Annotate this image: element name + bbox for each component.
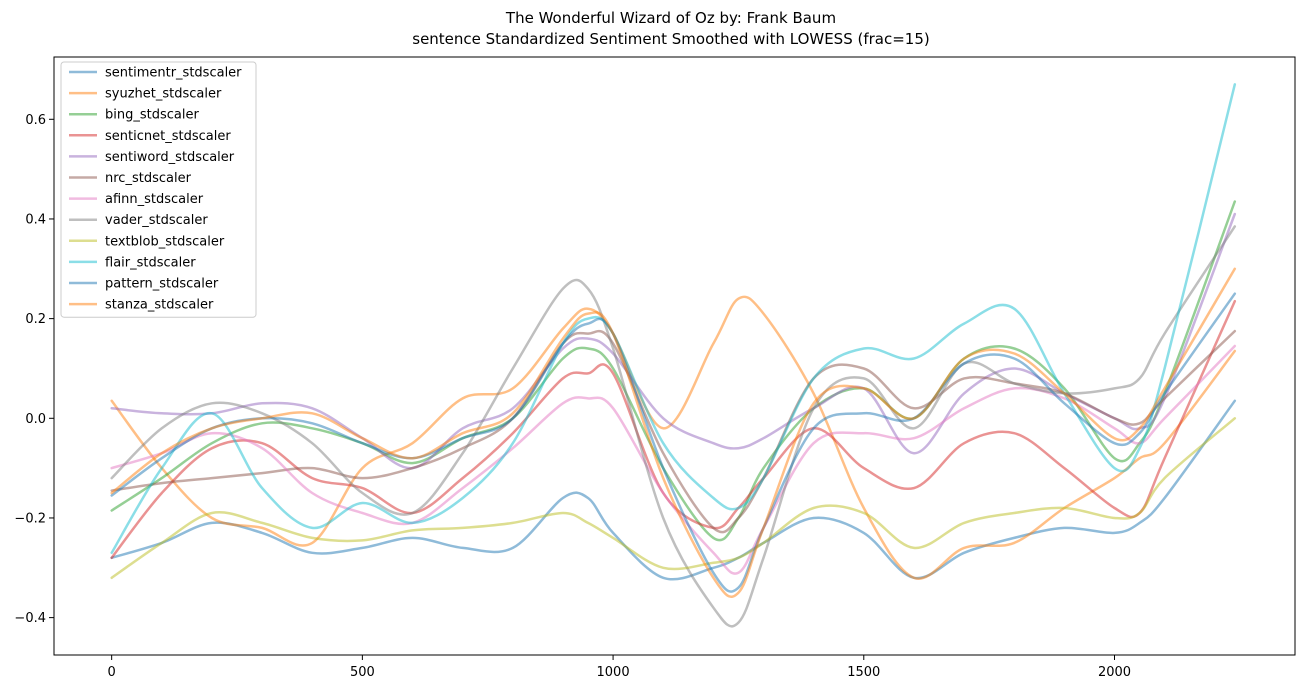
legend-label: nrc_stdscaler	[105, 171, 192, 186]
legend-label: senticnet_stdscaler	[105, 129, 231, 144]
series-lines	[110, 83, 1237, 628]
series-line-flair-stdscaler	[110, 83, 1237, 555]
y-tick-label: 0.2	[25, 312, 46, 327]
chart-title: The Wonderful Wizard of Oz by: Frank Bau…	[505, 9, 836, 27]
plot-frame	[53, 56, 1296, 656]
legend-label: bing_stdscaler	[105, 108, 199, 123]
x-tick-label: 1500	[847, 665, 880, 680]
legend-box	[60, 61, 257, 318]
series-line-sentiword-stdscaler	[110, 212, 1237, 470]
y-tick-label: 0.0	[25, 412, 46, 427]
chart-subtitle: sentence Standardized Sentiment Smoothed…	[412, 30, 930, 48]
x-tick-label: 1000	[597, 665, 630, 680]
series-line-sentimentr-stdscaler	[110, 399, 1237, 581]
series-line-stanza-stdscaler	[110, 267, 1237, 598]
x-axis: 0 500 1000 1500 2000	[108, 655, 1131, 680]
x-tick-label: 0	[108, 665, 116, 680]
legend-label: stanza_stdscaler	[105, 298, 214, 313]
x-tick-label: 2000	[1098, 665, 1131, 680]
series-line-nrc-stdscaler	[110, 329, 1237, 534]
series-line-textblob-stdscaler	[110, 417, 1237, 580]
legend-label: sentiword_stdscaler	[105, 150, 235, 165]
legend: sentimentr_stdscaler syuzhet_stdscalerbin…	[60, 61, 257, 318]
y-axis: −0.4 −0.2 0.0 0.2 0.4 0.6	[14, 113, 54, 626]
legend-label: syuzhet_stdscaler	[105, 87, 222, 102]
y-tick-label: 0.6	[25, 113, 46, 128]
legend-label: afinn_stdscaler	[105, 192, 204, 207]
legend-label: flair_stdscaler	[105, 255, 196, 270]
series-line-pattern-stdscaler	[110, 292, 1237, 593]
series-line-senticnet-stdscaler	[110, 299, 1237, 560]
series-line-syuzhet-stdscaler	[110, 295, 1237, 580]
x-tick-label: 500	[350, 665, 375, 680]
y-tick-label: −0.2	[14, 511, 46, 526]
legend-label: textblob_stdscaler	[105, 234, 225, 249]
y-tick-label: −0.4	[14, 611, 46, 626]
legend-label: sentimentr_stdscaler	[105, 66, 242, 81]
legend-label: vader_stdscaler	[105, 213, 208, 228]
legend-label: pattern_stdscaler	[105, 277, 219, 292]
y-tick-label: 0.4	[25, 212, 46, 227]
